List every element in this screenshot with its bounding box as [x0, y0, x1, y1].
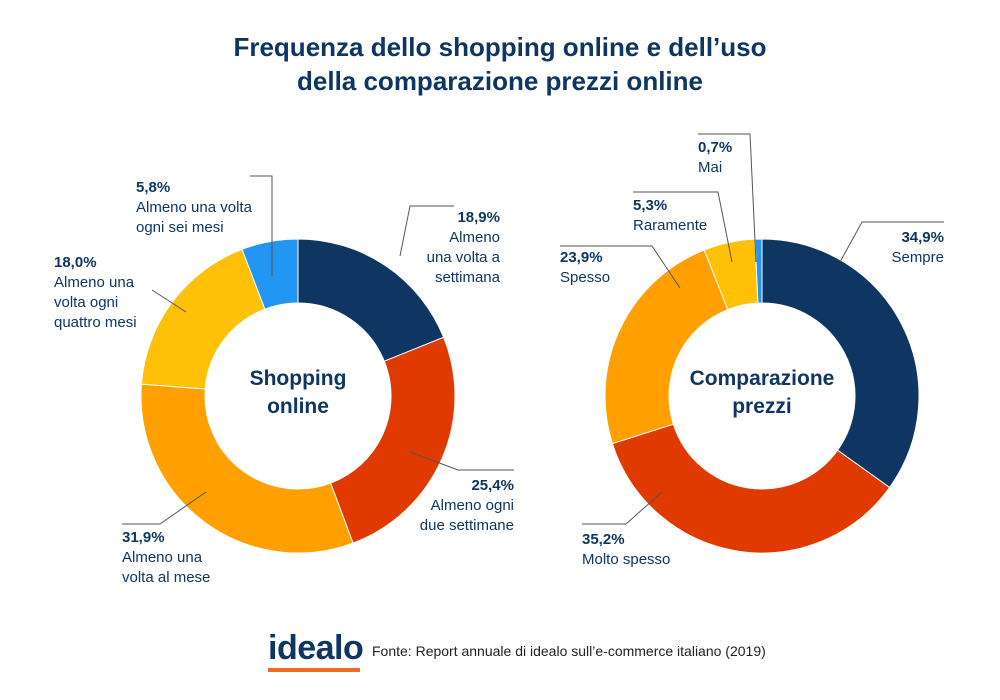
leader-line	[409, 451, 514, 471]
donut-slice	[140, 383, 354, 554]
donut-center-label: online	[267, 395, 329, 418]
donut-slice	[611, 423, 891, 554]
slice-category-label: Almeno ogni	[431, 497, 514, 514]
slice-category-label: Molto spesso	[582, 551, 670, 568]
leader-line	[839, 221, 944, 263]
idealo-logo: idealo	[268, 629, 364, 667]
source-note: Fonte: Report annuale di idealo sull’e-c…	[372, 643, 766, 659]
slice-category-label: due settimane	[420, 517, 514, 534]
idealo-logo-underline	[268, 668, 360, 672]
leader-line	[582, 491, 663, 525]
slice-category-label: Raramente	[633, 217, 707, 234]
leader-line	[122, 491, 207, 525]
slice-value-label: 35,2%	[582, 531, 625, 548]
slice-category-label: Mai	[698, 159, 722, 176]
leader-line	[560, 245, 681, 289]
slice-category-label: una volta a	[427, 249, 501, 266]
leader-line	[399, 205, 454, 257]
slice-value-label: 25,4%	[471, 477, 514, 494]
donut-slice	[297, 238, 445, 362]
chart-title: Frequenza dello shopping online e dell’u…	[0, 30, 1000, 98]
slice-category-label: quattro mesi	[54, 314, 137, 331]
chart-title-line1: Frequenza dello shopping online e dell’u…	[233, 32, 767, 62]
slice-category-label: Almeno una volta	[136, 199, 253, 216]
slice-category-label: Almeno	[449, 229, 500, 246]
slice-value-label: 23,9%	[560, 249, 603, 266]
donut-center-label: Comparazione	[690, 367, 835, 390]
slice-category-label: Almeno una	[54, 274, 135, 291]
slice-value-label: 18,0%	[54, 254, 97, 271]
slice-value-label: 18,9%	[457, 209, 500, 226]
donut-chart-1: 18,9% Almeno una volta a settimana 25,4% Alme…	[54, 175, 514, 586]
donut-center-label: Shopping	[250, 367, 347, 390]
chart-title-line2: della comparazione prezzi online	[297, 66, 703, 96]
donut-slice	[761, 238, 920, 489]
leader-line	[151, 289, 187, 313]
slice-value-label: 5,3%	[633, 197, 667, 214]
slice-value-label: 31,9%	[122, 529, 165, 546]
slice-category-label: Almeno una	[122, 549, 203, 566]
donut-slice	[241, 238, 299, 310]
leader-line	[698, 133, 757, 263]
slice-value-label: 0,7%	[698, 139, 732, 156]
donut-chart-2: 34,9% Sempre 35,2% Molto spesso 23,9% Spesso 5…	[560, 133, 944, 568]
slice-value-label: 5,8%	[136, 179, 170, 196]
slice-category-label: volta al mese	[122, 569, 210, 586]
donut-slice	[604, 249, 729, 445]
donut-slice	[754, 238, 763, 304]
slice-value-label: 34,9%	[901, 229, 944, 246]
leader-line	[250, 175, 273, 276]
slice-category-label: ogni sei mesi	[136, 219, 224, 236]
slice-category-label: Sempre	[891, 249, 944, 266]
donut-slice	[140, 248, 266, 390]
slice-category-label: Spesso	[560, 269, 610, 286]
donut-center-label: prezzi	[732, 395, 792, 418]
slice-category-label: settimana	[435, 269, 501, 286]
donut-slice	[329, 336, 456, 544]
slice-category-label: volta ogni	[54, 294, 118, 311]
leader-line	[633, 191, 733, 263]
